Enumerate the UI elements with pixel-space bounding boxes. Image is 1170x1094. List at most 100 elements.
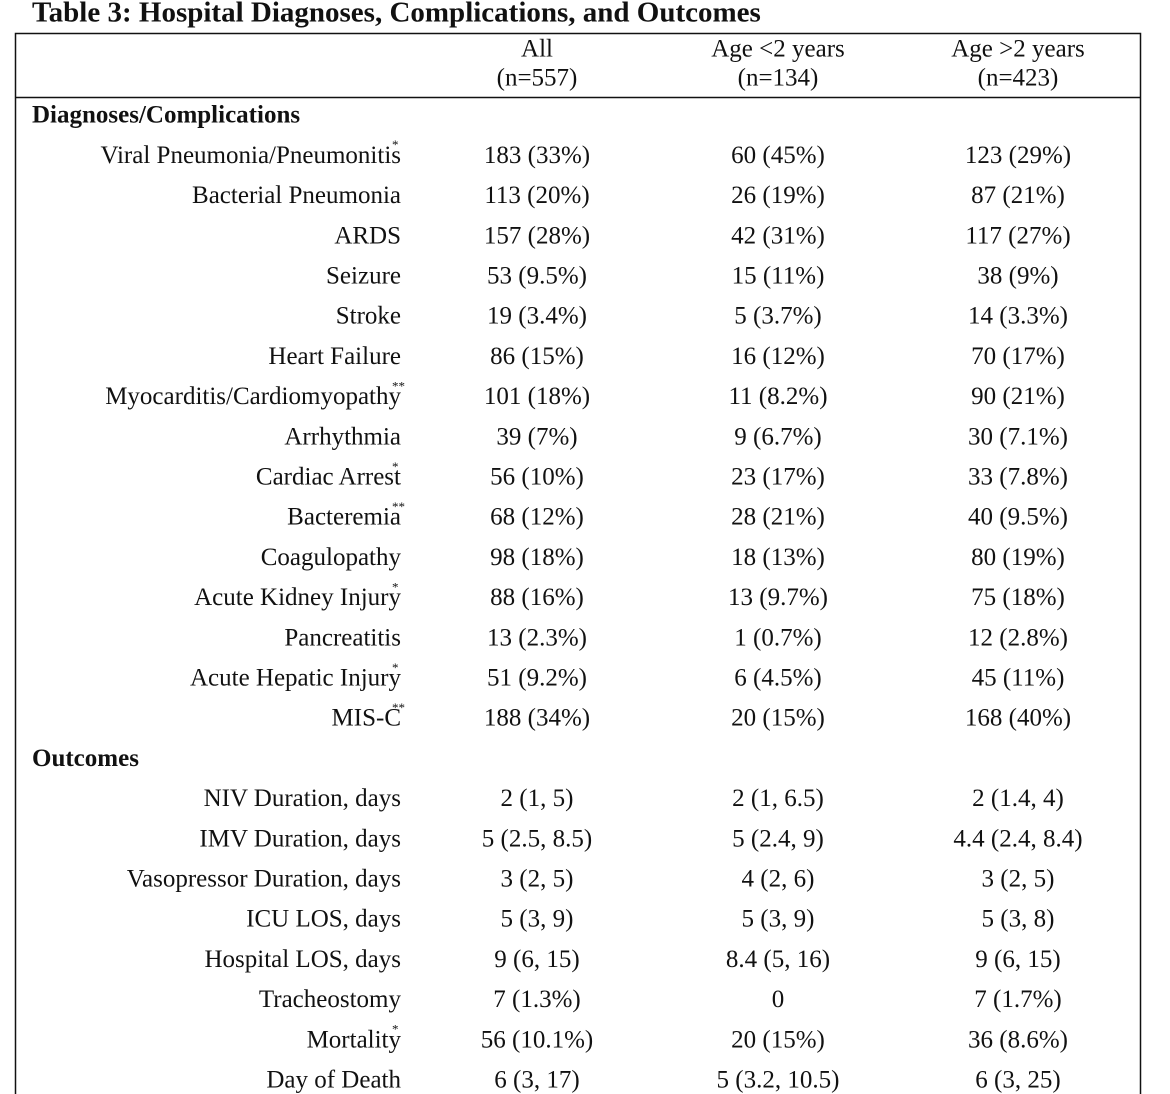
cell: 0 xyxy=(772,986,785,1013)
table-title: Table 3: Hospital Diagnoses, Complicatio… xyxy=(32,0,761,29)
cell: 19 (3.4%) xyxy=(487,303,587,330)
cell: 36 (8.6%) xyxy=(968,1026,1068,1053)
cell: 70 (17%) xyxy=(971,343,1065,370)
row-note: * xyxy=(392,660,399,675)
cell: 45 (11%) xyxy=(972,665,1065,692)
cell: 90 (21%) xyxy=(971,383,1065,410)
section-heading: Outcomes xyxy=(32,745,139,772)
row-label: ARDS xyxy=(334,222,401,249)
row-label: Acute Hepatic Injury xyxy=(190,665,402,692)
cell: 68 (12%) xyxy=(490,504,584,531)
cell: 33 (7.8%) xyxy=(968,464,1068,491)
cell: 23 (17%) xyxy=(731,464,825,491)
row-label: Arrhythmia xyxy=(284,423,401,450)
cell: 38 (9%) xyxy=(977,263,1058,290)
row-note: * xyxy=(392,459,399,474)
cell: 2 (1, 6.5) xyxy=(732,785,824,812)
cell: 60 (45%) xyxy=(731,142,825,169)
row-label: Vasopressor Duration, days xyxy=(127,866,401,893)
cell: 75 (18%) xyxy=(971,584,1065,611)
cell: 123 (29%) xyxy=(965,142,1071,169)
row-note: ** xyxy=(392,378,405,393)
row-label: ICU LOS, days xyxy=(246,906,401,933)
cell: 39 (7%) xyxy=(496,423,577,450)
section-heading: Diagnoses/Complications xyxy=(32,102,300,129)
row-note: * xyxy=(392,579,399,594)
row-note: ** xyxy=(392,499,405,514)
cell: 88 (16%) xyxy=(490,584,584,611)
column-n: (n=134) xyxy=(738,65,819,92)
row-label: MIS-C xyxy=(332,705,401,732)
row-label: Acute Kidney Injury xyxy=(194,584,401,611)
cell: 7 (1.7%) xyxy=(974,986,1061,1013)
cell: 5 (3, 9) xyxy=(742,906,815,933)
column-header: Age >2 years xyxy=(951,36,1085,63)
row-label: IMV Duration, days xyxy=(199,825,401,852)
row-label: Tracheostomy xyxy=(259,986,402,1013)
cell: 7 (1.3%) xyxy=(493,986,580,1013)
cell: 15 (11%) xyxy=(732,263,825,290)
column-n: (n=423) xyxy=(978,65,1059,92)
row-label: Myocarditis/Cardiomyopathy xyxy=(105,383,401,410)
cell: 87 (21%) xyxy=(971,182,1065,209)
cell: 183 (33%) xyxy=(484,142,590,169)
cell: 20 (15%) xyxy=(731,705,825,732)
row-label: Bacterial Pneumonia xyxy=(192,182,401,209)
cell: 53 (9.5%) xyxy=(487,263,587,290)
cell: 14 (3.3%) xyxy=(968,303,1068,330)
row-label: Hospital LOS, days xyxy=(204,946,401,973)
cell: 5 (2.5, 8.5) xyxy=(482,825,592,852)
cell: 4 (2, 6) xyxy=(742,866,815,893)
cell: 80 (19%) xyxy=(971,544,1065,571)
cell: 1 (0.7%) xyxy=(734,624,821,651)
row-label: Seizure xyxy=(326,263,401,290)
cell: 5 (3.2, 10.5) xyxy=(717,1067,840,1094)
cell: 11 (8.2%) xyxy=(728,383,827,410)
row-label: Pancreatitis xyxy=(284,624,401,651)
cell: 2 (1, 5) xyxy=(501,785,574,812)
row-label: Stroke xyxy=(336,303,401,330)
cell: 51 (9.2%) xyxy=(487,665,587,692)
row-label: Day of Death xyxy=(266,1067,401,1094)
row-label: Heart Failure xyxy=(268,343,401,370)
cell: 9 (6, 15) xyxy=(494,946,579,973)
row-label: Mortality xyxy=(307,1026,402,1053)
cell: 26 (19%) xyxy=(731,182,825,209)
cell: 28 (21%) xyxy=(731,504,825,531)
cell: 86 (15%) xyxy=(490,343,584,370)
cell: 20 (15%) xyxy=(731,1026,825,1053)
cell: 6 (4.5%) xyxy=(734,665,821,692)
cell: 18 (13%) xyxy=(731,544,825,571)
cell: 5 (2.4, 9) xyxy=(732,825,824,852)
cell: 168 (40%) xyxy=(965,705,1071,732)
cell: 13 (2.3%) xyxy=(487,624,587,651)
row-label: Bacteremia xyxy=(287,504,401,531)
cell: 2 (1.4, 4) xyxy=(972,785,1064,812)
row-label: NIV Duration, days xyxy=(204,785,401,812)
cell: 3 (2, 5) xyxy=(982,866,1055,893)
cell: 56 (10.1%) xyxy=(481,1026,593,1053)
cell: 13 (9.7%) xyxy=(728,584,828,611)
cell: 30 (7.1%) xyxy=(968,423,1068,450)
row-note: * xyxy=(392,137,399,152)
row-note: * xyxy=(392,1022,399,1037)
row-label: Coagulopathy xyxy=(261,544,402,571)
cell: 42 (31%) xyxy=(731,222,825,249)
cell: 98 (18%) xyxy=(490,544,584,571)
cell: 5 (3, 9) xyxy=(501,906,574,933)
column-header: All xyxy=(521,36,553,63)
cell: 12 (2.8%) xyxy=(968,624,1068,651)
cell: 9 (6, 15) xyxy=(975,946,1060,973)
row-label: Cardiac Arrest xyxy=(256,464,401,491)
cell: 188 (34%) xyxy=(484,705,590,732)
column-n: (n=557) xyxy=(497,65,578,92)
cell: 4.4 (2.4, 8.4) xyxy=(953,825,1082,852)
cell: 101 (18%) xyxy=(484,383,590,410)
cell: 5 (3, 8) xyxy=(982,906,1055,933)
table-border xyxy=(14,32,1142,1094)
cell: 6 (3, 17) xyxy=(494,1067,579,1094)
row-note: ** xyxy=(392,700,405,715)
row-label: Viral Pneumonia/Pneumonitis xyxy=(100,142,401,169)
cell: 113 (20%) xyxy=(484,182,589,209)
